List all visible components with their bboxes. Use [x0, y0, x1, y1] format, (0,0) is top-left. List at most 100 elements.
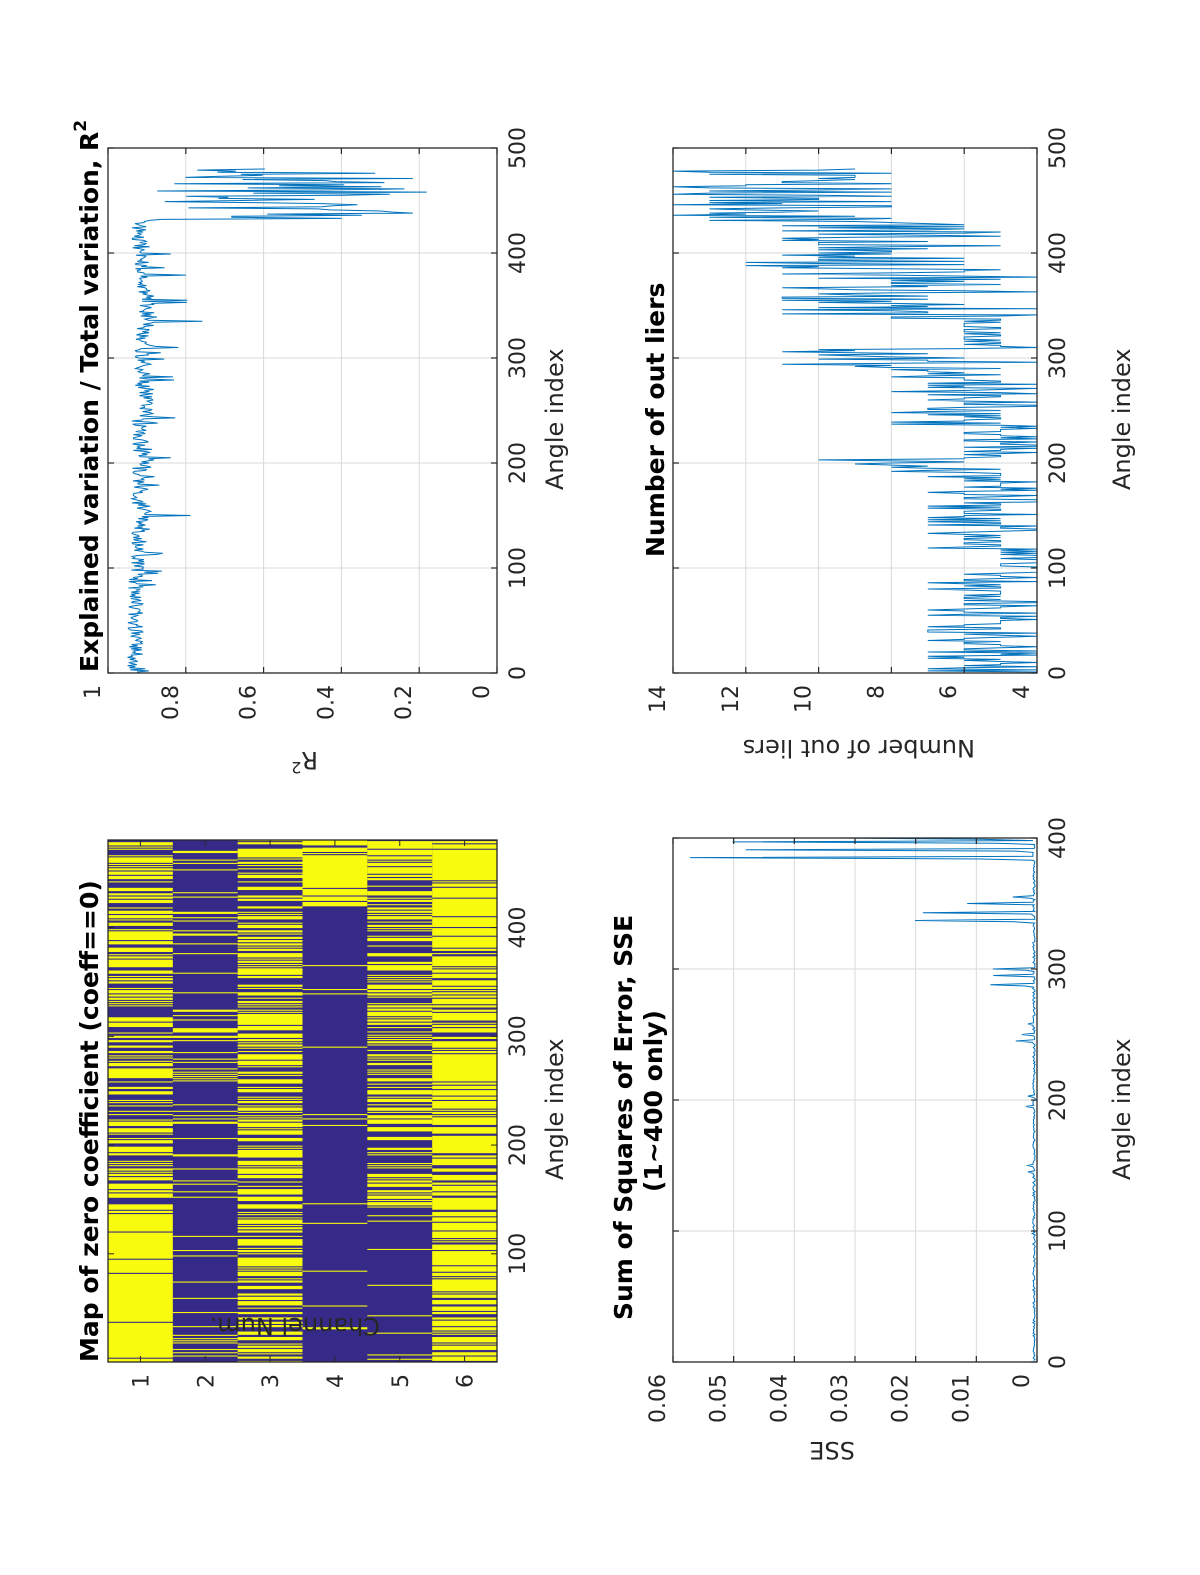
heatmap-cell [108, 1062, 173, 1067]
heatmap-cell [367, 1096, 433, 1098]
heatmap-cell [172, 1340, 238, 1342]
heatmap-cell [108, 919, 173, 921]
heatmap-cell [108, 881, 173, 883]
heatmap-cell [432, 1041, 497, 1048]
heatmap-cell [237, 1301, 303, 1306]
heatmap-cell [432, 1185, 497, 1192]
zero-map-x-tick-label: 100 [506, 1233, 531, 1275]
heatmap-cell [237, 1321, 303, 1324]
heatmap-cell [172, 1015, 238, 1017]
heatmap-cell [367, 1011, 433, 1017]
heatmap-cell [237, 1317, 303, 1320]
heatmap-cell [172, 930, 238, 932]
heatmap-cell [367, 904, 433, 906]
heatmap-cell [237, 1269, 303, 1271]
sse-y-tick-label: 0.03 [828, 1374, 853, 1423]
heatmap-cell [172, 1009, 238, 1012]
heatmap-cell [237, 1336, 303, 1341]
r2-x-tick-label: 200 [506, 442, 531, 484]
heatmap-cell [367, 1173, 433, 1178]
heatmap-cell [237, 1149, 303, 1158]
heatmap-cell [237, 1009, 303, 1011]
heatmap-cell [432, 1174, 497, 1181]
heatmap-cell [367, 867, 433, 874]
heatmap-cell [367, 849, 433, 856]
heatmap-cell [108, 1210, 173, 1214]
heatmap-cell [237, 1219, 303, 1224]
svg-text:Explained variation / Total va: Explained variation / Total variation, R… [71, 120, 104, 672]
zero-map-ylabel: Channel Num. [210, 1312, 380, 1340]
heatmap-cell [237, 1111, 303, 1113]
heatmap-cell [108, 981, 173, 984]
heatmap-cell [432, 986, 497, 989]
heatmap-cell [108, 994, 173, 997]
heatmap-cell [432, 1336, 497, 1343]
heatmap-cell [367, 1078, 433, 1082]
heatmap-cell [432, 948, 497, 951]
heatmap-cell [108, 1190, 173, 1193]
heatmap-cell [432, 1244, 497, 1250]
heatmap-cell [172, 1326, 238, 1328]
heatmap-cell [237, 1267, 303, 1269]
heatmap-cell [172, 1196, 238, 1198]
heatmap-cell [237, 1174, 303, 1179]
heatmap-cell [108, 1000, 173, 1003]
heatmap-cell [302, 1222, 368, 1224]
heatmap-cell [108, 1091, 173, 1095]
sse-y-tick-label: 0.06 [646, 1374, 671, 1423]
heatmap-cell [432, 1117, 497, 1125]
heatmap-cell [172, 1071, 238, 1073]
heatmap-cell [237, 1105, 303, 1107]
heatmap-cell [108, 1055, 173, 1057]
heatmap-cell [367, 913, 433, 916]
heatmap-cell [367, 1003, 433, 1005]
r2-y-tick-label: 0.6 [237, 685, 262, 720]
heatmap-cell [237, 1204, 303, 1209]
heatmap-cell [237, 1189, 303, 1195]
heatmap-cell [367, 1086, 433, 1088]
heatmap-cell [237, 1296, 303, 1301]
heatmap-cell [432, 1048, 497, 1050]
heatmap-cell [432, 967, 497, 969]
heatmap-cell [108, 899, 173, 904]
heatmap-cell [367, 1147, 433, 1150]
heatmap-cell [237, 1253, 303, 1255]
heatmap-cell [172, 862, 238, 864]
heatmap-cell [237, 1117, 303, 1119]
heatmap-cell [237, 1050, 303, 1053]
heatmap-cell [367, 910, 433, 913]
heatmap-cell [108, 1273, 173, 1322]
heatmap-cell [237, 1166, 303, 1168]
zero-map-y-tick-label: 6 [454, 1374, 479, 1388]
heatmap-cell [367, 1136, 433, 1141]
heatmap-cell [172, 953, 238, 955]
heatmap-cell [432, 1012, 497, 1021]
heatmap-cell [367, 1098, 433, 1103]
heatmap-cell [367, 891, 433, 896]
sse-xlabel: Angle index [1108, 1038, 1136, 1180]
heatmap-cell [432, 1197, 497, 1210]
heatmap-cell [367, 1119, 433, 1124]
heatmap-cell [172, 911, 238, 914]
r2-title-text: Explained variation / Total variation, R [75, 132, 104, 672]
sse-x-tick-label: 100 [1046, 1210, 1071, 1252]
heatmap-cell [237, 1089, 303, 1093]
r2-y-tick-label: 1 [81, 685, 106, 699]
heatmap-cell [237, 1006, 303, 1008]
heatmap-cell [108, 875, 173, 880]
heatmap-cell [172, 1104, 238, 1106]
zero-map-title: Map of zero coefficient (coeff==0) [75, 880, 104, 1362]
heatmap-cell [172, 1342, 238, 1344]
heatmap-cell [432, 1239, 497, 1241]
heatmap-cell [237, 960, 303, 963]
heatmap-cell [367, 1180, 433, 1183]
heatmap-cell [302, 1327, 368, 1330]
heatmap-cell [367, 1044, 433, 1046]
heatmap-cell [108, 1168, 173, 1171]
heatmap-cell [108, 1035, 173, 1038]
heatmap-cell [367, 1090, 433, 1095]
heatmap-cell [172, 1080, 238, 1082]
heatmap-cell [108, 929, 173, 931]
r2-title-sup: 2 [71, 120, 91, 132]
heatmap-cell [237, 1239, 303, 1246]
